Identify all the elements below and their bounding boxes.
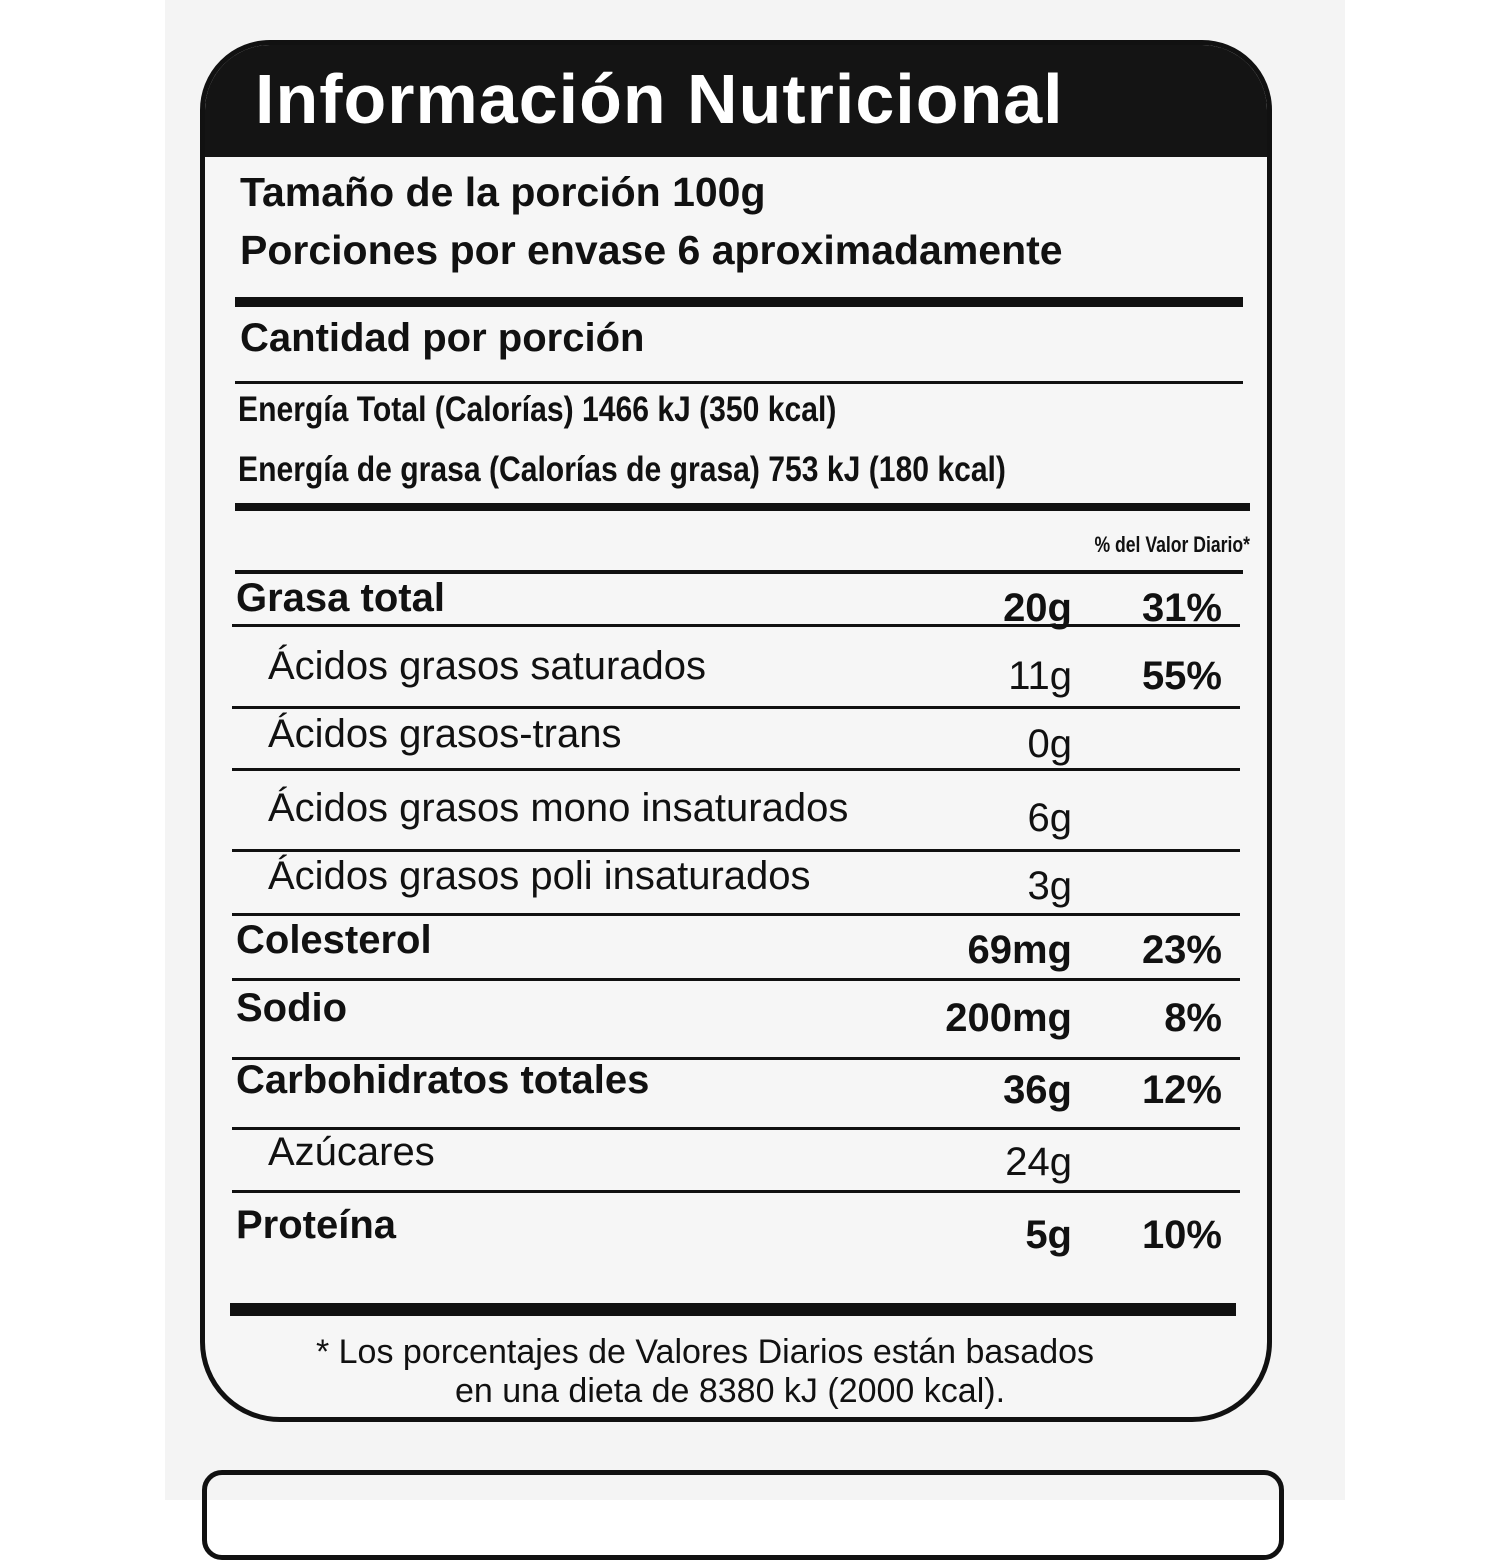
nutrient-amount: 24g	[1005, 1140, 1072, 1184]
footnote-line-2: en una dieta de 8380 kJ (2000 kcal).	[454, 1372, 1006, 1410]
nutrient-name: Ácidos grasos mono insaturados	[268, 786, 849, 830]
label-header: Información Nutricional	[205, 45, 1267, 157]
nutrient-amount: 20g	[1003, 586, 1072, 630]
row-divider	[232, 1057, 1240, 1060]
nutrient-amount: 0g	[1027, 722, 1073, 766]
nutrient-name: Azúcares	[268, 1130, 435, 1174]
divider	[235, 381, 1243, 384]
nutrient-daily-value: 31%	[1141, 586, 1222, 630]
row-divider	[232, 913, 1240, 916]
nutrient-amount: 200mg	[945, 996, 1072, 1040]
footnote-line-1: * Los porcentajes de Valores Diarios est…	[315, 1333, 1095, 1371]
daily-value-header: % del Valor Diario*	[1094, 532, 1250, 557]
nutrient-name: Ácidos grasos-trans	[268, 712, 622, 756]
thick-divider	[235, 503, 1250, 511]
energy-fat: Energía de grasa (Calorías de grasa) 753…	[238, 450, 1006, 489]
nutrient-amount: 5g	[1025, 1213, 1072, 1257]
row-divider	[232, 706, 1240, 709]
nutrient-daily-value: 12%	[1141, 1068, 1222, 1112]
nutrient-daily-value: 55%	[1141, 654, 1222, 698]
nutrient-name: Proteína	[236, 1203, 397, 1247]
row-divider	[232, 978, 1240, 981]
nutrient-name: Ácidos grasos saturados	[268, 644, 707, 688]
nutrient-amount: 11g	[1008, 654, 1072, 698]
nutrient-amount: 3g	[1027, 864, 1073, 908]
row-divider	[232, 1127, 1240, 1130]
label-title: Información Nutricional	[255, 60, 1064, 138]
row-divider	[232, 849, 1240, 852]
nutrient-name: Ácidos grasos poli insaturados	[268, 854, 811, 898]
row-divider	[232, 1190, 1240, 1193]
nutrient-amount: 36g	[1003, 1068, 1072, 1112]
amount-per-serving: Cantidad por porción	[240, 316, 645, 360]
energy-total: Energía Total (Calorías) 1466 kJ (350 kc…	[238, 390, 837, 429]
thick-divider	[230, 1303, 1236, 1316]
nutrient-amount: 6g	[1027, 796, 1073, 840]
nutrient-daily-value: 10%	[1141, 1213, 1222, 1257]
nutrient-amount: 69mg	[967, 928, 1073, 972]
row-divider	[232, 768, 1240, 771]
divider	[235, 570, 1243, 574]
nutrient-name: Colesterol	[236, 918, 432, 962]
nutrient-daily-value: 23%	[1141, 928, 1222, 972]
serving-size: Tamaño de la porción 100g	[240, 169, 766, 215]
thick-divider	[235, 297, 1243, 307]
servings-per-container: Porciones por envase 6 aproximadamente	[240, 227, 1063, 273]
secondary-label-box	[202, 1470, 1284, 1560]
nutrient-name: Grasa total	[236, 576, 445, 620]
row-divider	[232, 624, 1240, 627]
nutrient-name: Sodio	[236, 986, 348, 1030]
nutrient-name: Carbohidratos totales	[236, 1058, 650, 1102]
nutrient-daily-value: 8%	[1164, 996, 1222, 1040]
